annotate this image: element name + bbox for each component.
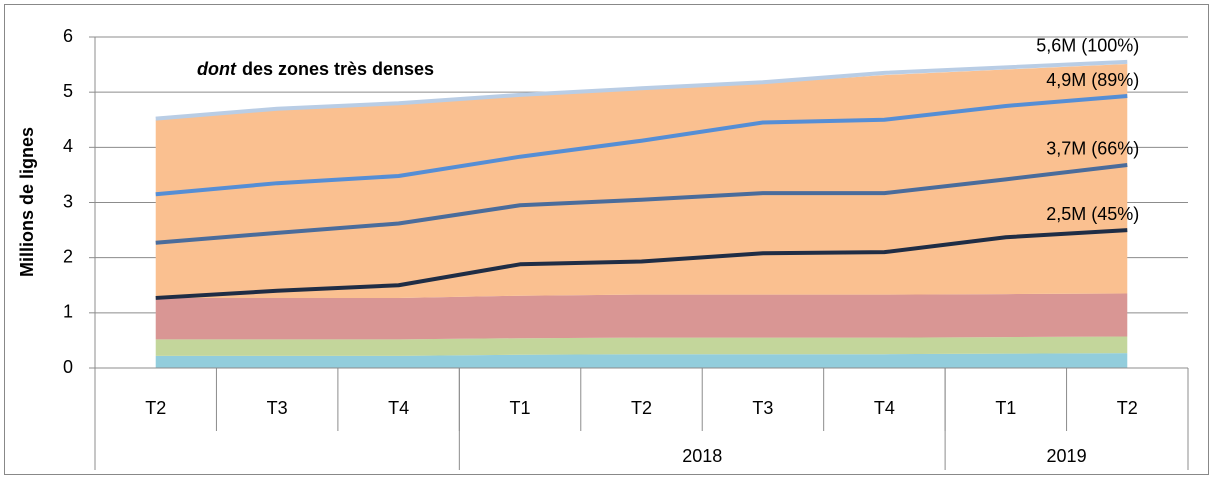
- x-tick-label: T4: [388, 398, 409, 418]
- y-tick-label: 3: [63, 191, 73, 211]
- annotation: dont des zones très denses: [197, 59, 434, 79]
- line: [155, 94, 1128, 197]
- area: [155, 293, 1128, 340]
- x-tick-label: T1: [995, 398, 1016, 418]
- x-tick-label: T4: [874, 398, 895, 418]
- y-tick-label: 5: [63, 81, 73, 101]
- data-label: 5,6M (100%): [1036, 36, 1139, 56]
- x-tick-label: T1: [510, 398, 531, 418]
- y-axis-label: Millions de lignes: [17, 127, 37, 277]
- data-label: 2,5M (45%): [1046, 204, 1139, 224]
- year-label: 2019: [1047, 446, 1087, 466]
- area: [155, 336, 1128, 356]
- area: [155, 353, 1128, 368]
- area: [155, 64, 1128, 298]
- y-tick-label: 6: [63, 26, 73, 46]
- line: [155, 59, 1128, 121]
- y-tick-label: 0: [63, 357, 73, 377]
- annotation-rest: des zones très denses: [242, 59, 434, 79]
- line: [155, 163, 1128, 245]
- data-label: 3,7M (66%): [1046, 139, 1139, 159]
- line: [155, 228, 1128, 300]
- x-tick-label: T3: [752, 398, 773, 418]
- annotation-italic: dont: [197, 59, 237, 79]
- y-tick-label: 1: [63, 302, 73, 322]
- x-tick-label: T2: [631, 398, 652, 418]
- year-label: 2018: [682, 446, 722, 466]
- y-tick-label: 2: [63, 246, 73, 266]
- x-tick-label: T2: [145, 398, 166, 418]
- y-tick-label: 4: [63, 136, 73, 156]
- x-tick-label: T3: [267, 398, 288, 418]
- x-tick-label: T2: [1117, 398, 1138, 418]
- data-label: 4,9M (89%): [1046, 70, 1139, 90]
